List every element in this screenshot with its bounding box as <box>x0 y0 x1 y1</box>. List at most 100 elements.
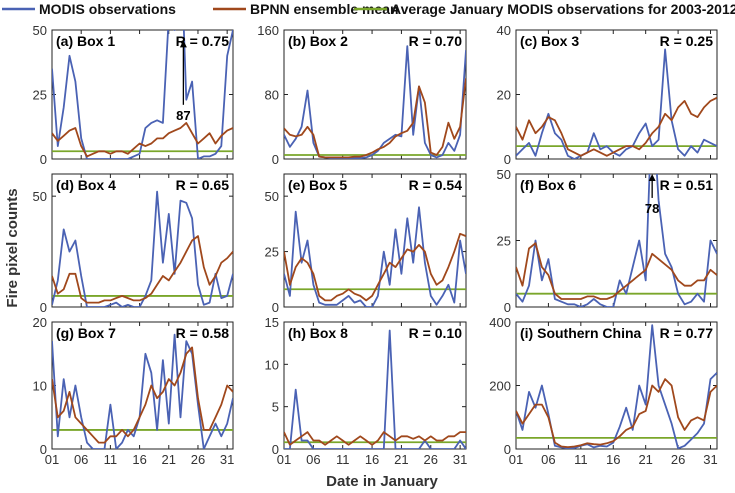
y-tick-label: 160 <box>257 23 279 38</box>
plot-area <box>52 190 233 307</box>
annotation-arrowhead <box>648 174 656 181</box>
chart-panel-1: 0 25 50 (a) Box 1 R = 0.75 87 <box>33 23 234 167</box>
plot-area <box>516 324 717 449</box>
bpnn-series-line <box>516 378 717 449</box>
plot-area <box>284 206 466 307</box>
plot-frame <box>515 321 718 450</box>
y-tick-label: 80 <box>265 88 279 103</box>
chart-panel-4: 0 50 (d) Box 4 R = 0.65 <box>33 173 234 315</box>
y-tick-label: 25 <box>33 88 47 103</box>
legend: MODIS observations BPNN ensemble mean Av… <box>2 1 735 17</box>
bpnn-series-line <box>516 96 717 157</box>
bpnn-series-line <box>284 78 466 159</box>
correlation-label: R = 0.65 <box>176 177 230 193</box>
y-tick-label: 0 <box>40 152 47 167</box>
y-tick-label: 0 <box>504 152 511 167</box>
correlation-label: R = 0.54 <box>409 177 463 193</box>
bpnn-series-line <box>52 122 233 158</box>
chart-panel-2: 0 80 160 (b) Box 2 R = 0.70 <box>257 23 467 167</box>
modis-series-line <box>52 30 233 159</box>
modis-series-line <box>284 45 466 159</box>
modis-series-line <box>516 324 717 449</box>
bpnn-series-line <box>284 232 466 302</box>
y-tick-label: 25 <box>265 245 279 260</box>
x-tick-label: 01 <box>45 452 59 467</box>
legend-modis-label: MODIS observations <box>39 1 176 17</box>
annotation-arrowhead <box>179 40 187 48</box>
x-tick-label: 31 <box>703 452 717 467</box>
y-tick-label: 5 <box>272 400 279 415</box>
modis-series-line <box>516 174 717 307</box>
y-tick-label: 10 <box>265 357 279 372</box>
y-tick-label: 0 <box>272 300 279 315</box>
y-tick-label: 0 <box>504 442 511 457</box>
x-tick-label: 11 <box>574 452 588 467</box>
modis-series-line <box>52 190 233 307</box>
x-tick-label: 06 <box>541 452 555 467</box>
x-tick-label: 21 <box>638 452 652 467</box>
panel-title: (f) Box 6 <box>520 177 576 193</box>
x-tick-label: 01 <box>509 452 523 467</box>
y-tick-label: 0 <box>272 152 279 167</box>
x-tick-label: 31 <box>453 452 467 467</box>
x-tick-label: 31 <box>220 452 234 467</box>
correlation-label: R = 0.77 <box>660 325 714 341</box>
panel-title: (c) Box 3 <box>520 33 579 49</box>
legend-avg-label: Average January MODIS observations for 2… <box>391 1 735 17</box>
modis-series-line <box>284 329 466 449</box>
plot-area <box>52 333 233 449</box>
y-tick-label: 20 <box>497 88 511 103</box>
x-tick-label: 16 <box>606 452 620 467</box>
correlation-label: R = 0.58 <box>176 325 230 341</box>
plot-frame <box>515 173 718 308</box>
y-tick-label: 15 <box>265 315 279 330</box>
plot-frame <box>283 321 467 450</box>
x-tick-label: 01 <box>277 452 291 467</box>
chart-panel-5: 0 25 50 (e) Box 5 R = 0.54 <box>265 173 467 315</box>
y-tick-label: 10 <box>33 379 47 394</box>
modis-series-line <box>52 333 233 449</box>
plot-frame <box>515 29 718 160</box>
plot-frame <box>283 29 467 160</box>
plot-area <box>516 48 717 159</box>
panel-title: (d) Box 4 <box>56 177 116 193</box>
x-tick-label: 16 <box>132 452 146 467</box>
correlation-label: R = 0.25 <box>660 33 714 49</box>
x-tick-label: 11 <box>336 452 350 467</box>
x-tick-label: 06 <box>74 452 88 467</box>
y-tick-label: 40 <box>497 23 511 38</box>
panel-title: (b) Box 2 <box>288 33 348 49</box>
annotation-label: 87 <box>176 108 190 123</box>
plot-frame <box>283 173 467 308</box>
panel-title: (a) Box 1 <box>56 33 115 49</box>
chart-panel-3: 0 20 40 (c) Box 3 R = 0.25 <box>497 23 718 167</box>
legend-bpnn-label: BPNN ensemble mean <box>250 1 399 17</box>
y-tick-label: 200 <box>489 379 511 394</box>
x-tick-label: 06 <box>306 452 320 467</box>
y-tick-label: 25 <box>497 234 511 249</box>
bpnn-series-line <box>52 346 233 444</box>
x-tick-label: 21 <box>394 452 408 467</box>
plot-area <box>284 329 466 449</box>
panel-title: (h) Box 8 <box>288 325 348 341</box>
y-axis-label: Fire pixel counts <box>4 188 21 307</box>
y-tick-label: 50 <box>33 23 47 38</box>
x-tick-label: 11 <box>104 452 118 467</box>
x-tick-label: 26 <box>191 452 205 467</box>
plot-area <box>284 45 466 159</box>
x-tick-label: 21 <box>162 452 176 467</box>
y-tick-label: 50 <box>497 167 511 182</box>
x-axis-label: Date in January <box>326 473 438 490</box>
y-tick-label: 0 <box>40 300 47 315</box>
correlation-label: R = 0.10 <box>409 325 463 341</box>
plot-area <box>52 30 233 159</box>
correlation-label: R = 0.70 <box>409 33 463 49</box>
bpnn-series-line <box>284 431 466 446</box>
chart-panel-9: 01 06 11 16 21 26 31 0 200 400 (i) Southern China R… <box>489 315 717 467</box>
x-tick-label: 26 <box>671 452 685 467</box>
chart-panel-7: 01 06 11 16 21 26 31 0 10 20 (g) Box 7 R = 0.58 <box>33 315 235 467</box>
chart-panel-8: 01 06 11 16 21 26 31 0 5 10 15 (h) Box 8 R = 0.10 <box>265 315 468 467</box>
bpnn-series-line <box>516 242 717 300</box>
y-tick-label: 0 <box>504 300 511 315</box>
